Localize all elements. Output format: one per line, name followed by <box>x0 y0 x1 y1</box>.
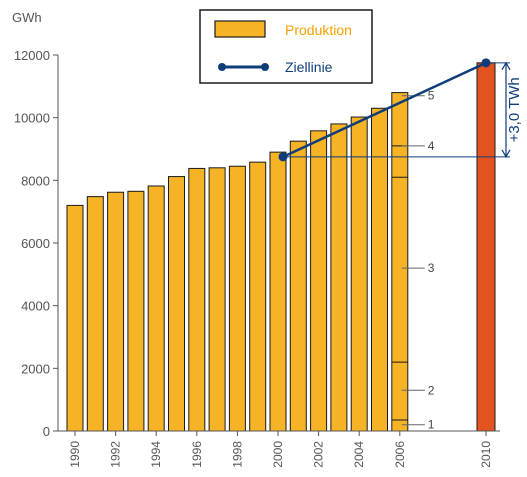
x-tick-label: 2002 <box>312 441 326 468</box>
segment-label: 1 <box>428 418 435 432</box>
bar-1999 <box>249 161 267 432</box>
annotation-label: +3,0 TWh <box>506 77 523 142</box>
bar-1996 <box>188 167 206 432</box>
x-tick-label: 2000 <box>271 441 285 468</box>
bar-2003 <box>330 123 348 432</box>
y-axis: 0 2000 4000 6000 8000 10000 12000 <box>14 48 59 439</box>
y-tick-label: 6000 <box>21 236 50 251</box>
legend-label-ziellinie: Ziellinie <box>285 59 333 75</box>
y-tick-label: 10000 <box>14 111 50 126</box>
legend-label-produktion: Produktion <box>285 22 352 38</box>
bar-1994 <box>147 185 165 432</box>
bar-2004 <box>350 116 368 432</box>
annotation-arrow-up <box>501 61 511 71</box>
bar-1997 <box>208 167 226 432</box>
annotation-arrow-down <box>501 149 511 159</box>
x-tick-label: 1994 <box>149 441 163 468</box>
legend: Produktion Ziellinie <box>199 9 373 84</box>
x-tick-label: 2010 <box>479 441 493 468</box>
bar-2006 <box>391 92 409 432</box>
bar-1998 <box>228 165 246 432</box>
segment-dividers <box>391 145 408 421</box>
y-tick-label: 12000 <box>14 48 50 63</box>
y-tick-label: 0 <box>43 424 50 439</box>
segment-label: 4 <box>428 139 435 153</box>
x-tick-label: 1998 <box>230 441 244 468</box>
x-tick-label: 1990 <box>68 441 82 468</box>
bar-2000 <box>269 151 287 432</box>
bar-1995 <box>168 176 185 432</box>
bar-1992 <box>107 191 125 432</box>
bar-1990 <box>66 204 84 432</box>
y-tick-label: 8000 <box>21 173 50 188</box>
legend-marker-left <box>218 63 226 71</box>
x-axis: 1990 1992 1994 1996 1998 2000 2002 2004 2006 2010 <box>58 430 500 468</box>
bars <box>66 62 496 432</box>
x-tick-label: 1996 <box>190 441 204 468</box>
ziellinie-line <box>282 61 487 158</box>
x-tick-label: 2006 <box>393 441 407 468</box>
annotation: +3,0 TWh <box>501 61 523 159</box>
bar-1991 <box>86 196 104 432</box>
segment-labels: 1 2 3 4 5 <box>401 89 435 432</box>
x-tick-label: 1992 <box>109 441 123 468</box>
segment-label: 2 <box>428 383 435 397</box>
bar-2002 <box>310 130 328 432</box>
segment-label: 3 <box>428 261 435 275</box>
y-tick-label: 4000 <box>21 299 50 314</box>
bar-2001 <box>289 140 307 432</box>
legend-marker-right <box>261 63 269 71</box>
x-tick-label: 2004 <box>352 441 366 468</box>
legend-swatch-produktion <box>214 20 266 38</box>
y-tick-label: 2000 <box>21 361 50 376</box>
bar-1993 <box>127 190 145 432</box>
segment-label: 5 <box>428 89 435 103</box>
y-axis-label: GWh <box>12 10 42 25</box>
bar-target-2010 <box>476 62 496 432</box>
